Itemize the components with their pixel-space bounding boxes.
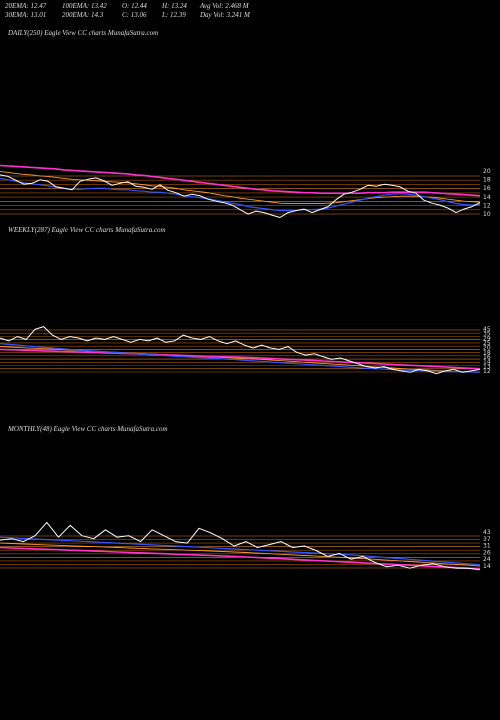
- header-ema200: 200EMA: 14.3: [62, 11, 104, 19]
- daily-panel-title: DAILY(250) Eagle View CC charts MunafaSu…: [8, 29, 159, 37]
- header-close: C: 13.06: [122, 11, 147, 19]
- weekly-tick-label: 20: [483, 345, 491, 352]
- daily-tick-label: 20: [483, 168, 491, 175]
- weekly-ema-magenta-line: [0, 348, 481, 370]
- daily-price-line: [0, 174, 481, 218]
- daily-ema-blue-line: [0, 177, 481, 212]
- weekly-tick-label: 25: [483, 340, 491, 347]
- header-ema100: 100EMA: 13.42: [62, 2, 107, 10]
- daily-tick-label: 12: [483, 202, 491, 209]
- daily-tick-label: 18: [483, 177, 491, 184]
- daily-ema-magenta-line: [0, 164, 481, 197]
- monthly-ema-blue-line: [0, 536, 481, 566]
- weekly-tick-label: 12: [483, 368, 491, 375]
- header-avg-vol: Avg Vol: 2.468 M: [200, 2, 249, 10]
- weekly-tick-label: 14: [483, 359, 491, 366]
- monthly-ema-magenta-line: [0, 546, 481, 570]
- monthly-tick-label: 43: [483, 529, 491, 536]
- header-ema30: 30EMA: 13.01: [5, 11, 47, 19]
- weekly-tick-label: 16: [483, 354, 491, 361]
- weekly-tick-label: 29: [483, 335, 491, 342]
- header-low: L: 12.39: [162, 11, 186, 19]
- weekly-tick-label: 13: [483, 363, 491, 370]
- monthly-tick-label: 37: [483, 536, 491, 543]
- header-ema20: 20EMA: 12.47: [5, 2, 47, 10]
- daily-tick-label: 10: [483, 211, 491, 218]
- monthly-tick-label: 26: [483, 549, 491, 556]
- weekly-tick-label: 45: [483, 326, 491, 333]
- header-high: H: 13.24: [162, 2, 187, 10]
- monthly-tick-label: 31: [483, 543, 491, 550]
- monthly-tick-label: 24: [483, 556, 491, 563]
- daily-tick-label: 14: [483, 194, 491, 201]
- daily-ema-orange-line: [0, 170, 481, 205]
- weekly-panel-title: WEEKLY(287) Eagle View CC charts MunafaS…: [8, 226, 166, 234]
- monthly-ema-orange-line: [0, 542, 481, 567]
- weekly-tick-label: 35: [483, 331, 491, 338]
- weekly-ema-blue-line: [0, 343, 481, 373]
- monthly-price-line: [0, 521, 481, 571]
- daily-tick-label: 16: [483, 185, 491, 192]
- monthly-tick-label: 14: [483, 563, 491, 570]
- weekly-price-line: [0, 326, 481, 375]
- monthly-panel-title: MONTHLY(48) Eagle View CC charts MunafaS…: [8, 425, 168, 433]
- header-day-vol: Day Vol: 3.241 M: [200, 11, 250, 19]
- header-open: O: 12.44: [122, 2, 147, 10]
- weekly-tick-label: 18: [483, 349, 491, 356]
